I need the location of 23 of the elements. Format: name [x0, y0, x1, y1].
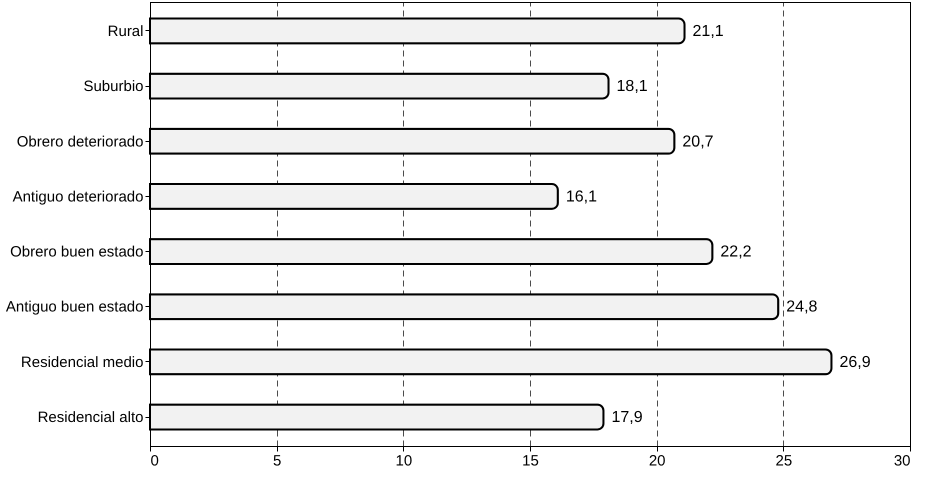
data-label: 17,9	[611, 409, 643, 426]
data-label: 22,2	[720, 244, 752, 261]
y-tick-label: Suburbio	[83, 78, 144, 96]
y-tick-label: Obrero buen estado	[10, 244, 144, 261]
data-label: 21,1	[692, 22, 724, 40]
x-tick-label: 30	[894, 452, 910, 470]
data-label: 26,9	[839, 354, 871, 371]
y-tick-label: Rural	[108, 22, 144, 40]
x-tick-label: 15	[522, 452, 539, 470]
y-tick-label: Antiguo buen estado	[6, 298, 144, 316]
y-tick-label: Residencial medio	[20, 354, 144, 371]
data-label: 16,1	[566, 188, 598, 206]
x-tick-label: 20	[648, 452, 666, 470]
data-label: 24,8	[786, 298, 818, 316]
data-label: 18,1	[616, 78, 648, 96]
x-tick-label: 5	[272, 452, 282, 470]
x-tick-label: 0	[150, 452, 159, 470]
x-tick-label: 25	[775, 452, 792, 470]
data-label: 20,7	[682, 133, 714, 150]
y-tick-label: Obrero deteriorado	[16, 133, 144, 150]
y-tick-label: Antiguo deteriorado	[12, 188, 144, 206]
x-tick-label: 10	[395, 452, 412, 470]
y-tick-label: Residencial alto	[38, 409, 144, 426]
